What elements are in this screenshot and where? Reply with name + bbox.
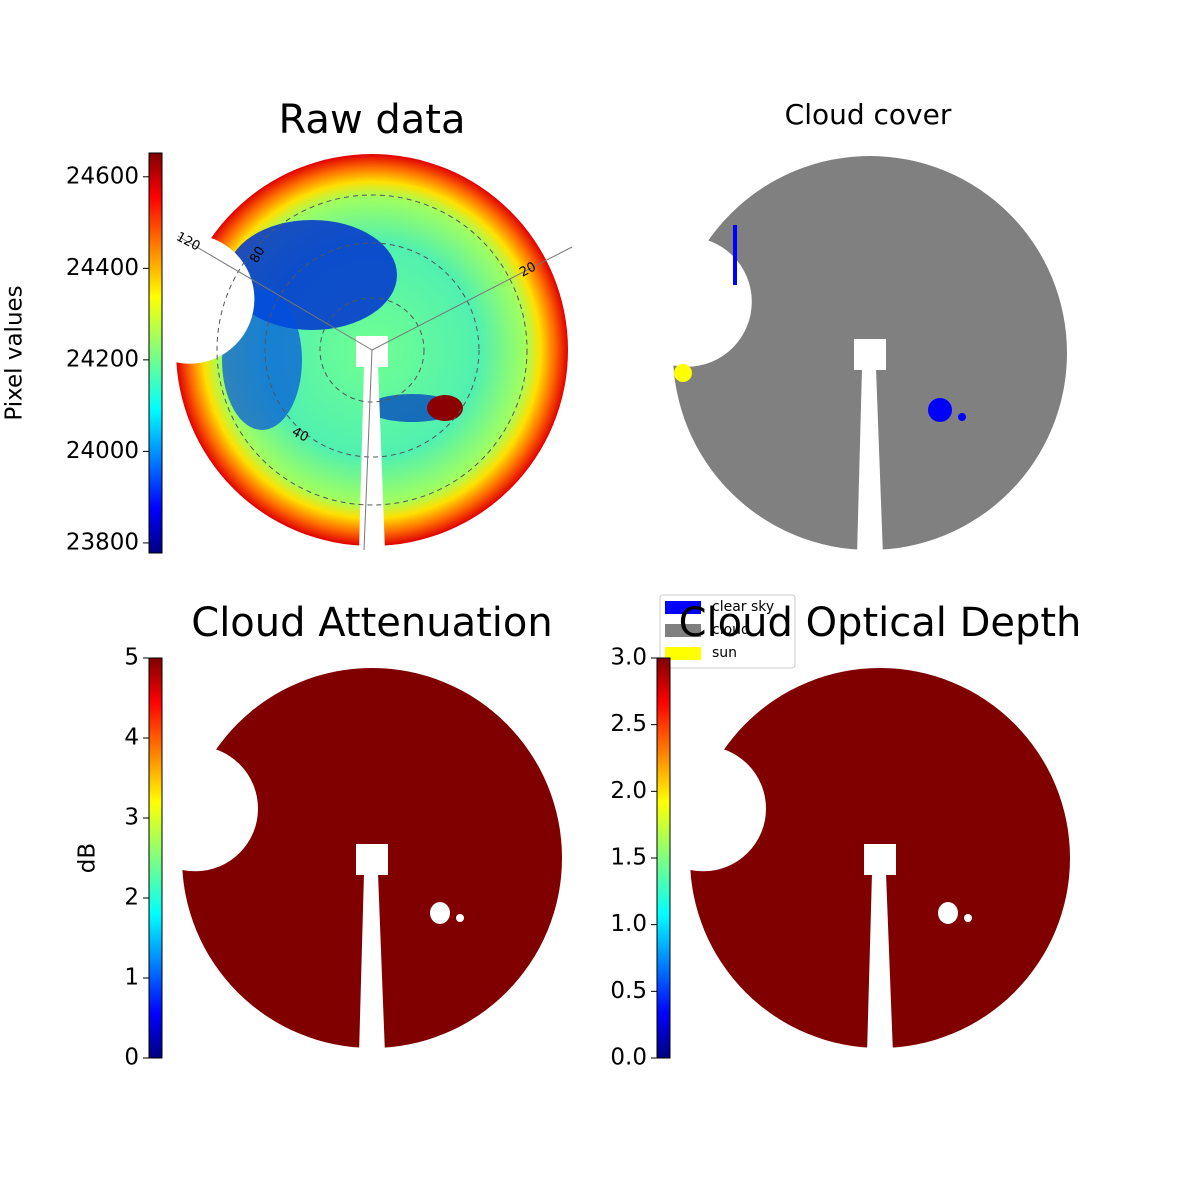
- colorbar-tick-label: 1: [124, 965, 139, 991]
- colorbar-tick-label: 4: [124, 725, 139, 751]
- legend: clear sky cloud sun: [659, 594, 796, 669]
- colorbar-tick-label: 24000: [66, 438, 139, 464]
- legend-label: sun: [712, 645, 737, 661]
- polar-grid: [319, 297, 425, 403]
- colorbar: [148, 152, 163, 554]
- legend-swatch: [665, 624, 701, 637]
- horizon-mask: [621, 236, 752, 367]
- legend-swatch: [665, 601, 701, 614]
- colorbar: [148, 657, 163, 1059]
- panel-title: Cloud Optical Depth: [679, 600, 1082, 646]
- colorbar-tick-label: 2: [124, 885, 139, 911]
- colorbar-tick-label: 1.0: [610, 911, 647, 937]
- polar-grid: [264, 242, 480, 458]
- colorbar-tick-label: 2.0: [610, 778, 647, 804]
- colorbar-tick-label: 23800: [66, 529, 139, 555]
- colorbar-tick-label: 0.0: [610, 1045, 647, 1071]
- polar-axis: [177, 235, 373, 351]
- polar-axis: [363, 349, 373, 551]
- mast-mask: [867, 873, 893, 1054]
- legend-label: cloud: [712, 622, 750, 638]
- colorbar-tick-label: 2.5: [610, 711, 647, 737]
- polar-axis: [371, 246, 573, 351]
- polar-label: 80: [247, 244, 268, 266]
- no-data-region: [430, 902, 450, 924]
- no-data-region: [938, 902, 958, 924]
- panel-title: Cloud Attenuation: [191, 600, 552, 646]
- colorbar-tick-label: 5: [124, 645, 139, 671]
- polar-grid: [216, 194, 528, 506]
- polar-label: 40: [289, 424, 311, 445]
- colorbar: [656, 657, 671, 1059]
- clear-sky-region: [928, 398, 952, 422]
- colorbar-label: Pixel values: [2, 285, 28, 420]
- clear-sky-region: [958, 413, 966, 421]
- shadowband-mask: [356, 844, 388, 875]
- sun-marker: [674, 364, 692, 382]
- shadowband-mask: [854, 339, 886, 370]
- mast-mask: [359, 873, 385, 1054]
- sun-region: [427, 395, 463, 421]
- horizon-mask: [640, 745, 766, 872]
- colorbar-tick-label: 0: [124, 1045, 139, 1071]
- mast-mask: [857, 368, 883, 556]
- no-data-region: [456, 914, 464, 922]
- legend-label: clear sky: [712, 599, 774, 615]
- colorbar-label: dB: [75, 843, 101, 873]
- colorbar-tick-label: 24600: [66, 163, 139, 189]
- polar-label: 20: [517, 259, 539, 280]
- colorbar-tick-label: 3.0: [610, 645, 647, 671]
- legend-swatch: [665, 647, 701, 660]
- colorbar-tick-label: 1.5: [610, 845, 647, 871]
- horizon-mask: [125, 234, 255, 364]
- shadowband-mask: [864, 844, 896, 875]
- colorbar-tick-label: 24200: [66, 346, 139, 372]
- panel-title: Cloud cover: [785, 98, 952, 131]
- no-data-region: [964, 914, 972, 922]
- horizon-mask: [132, 745, 258, 872]
- panel-title: Raw data: [279, 97, 466, 143]
- clear-sky-region: [733, 225, 737, 285]
- colorbar-tick-label: 3: [124, 805, 139, 831]
- colorbar-tick-label: 24400: [66, 255, 139, 281]
- colorbar-tick-label: 0.5: [610, 978, 647, 1004]
